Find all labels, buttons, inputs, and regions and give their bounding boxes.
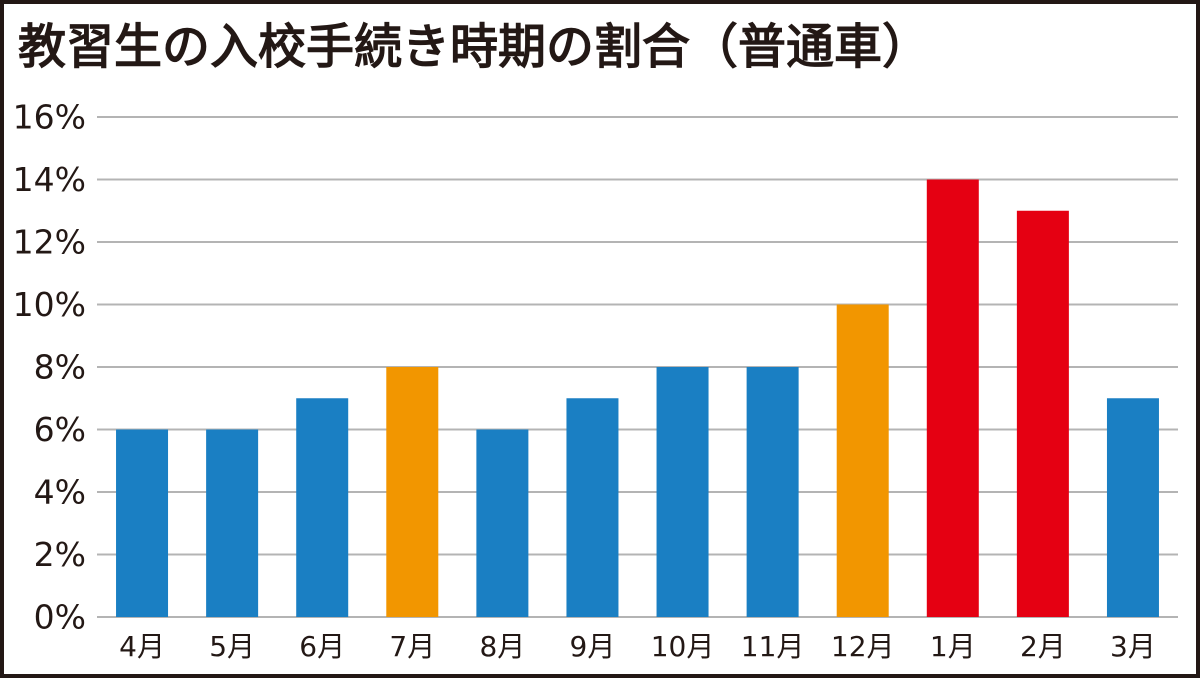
y-tick-label: 16% [13,98,86,137]
y-tick-label: 4% [34,473,86,512]
y-tick-label: 6% [34,410,86,449]
x-tick-label: 6月 [299,630,345,663]
x-tick-label: 8月 [479,630,525,663]
y-tick-label: 2% [34,535,86,574]
x-tick-label: 10月 [651,630,715,663]
x-tick-label: 9月 [570,630,616,663]
chart-title: 教習生の入校手続き時期の割合（普通車） [18,19,930,75]
y-tick-label: 8% [34,348,86,387]
x-tick-label: 11月 [741,630,805,663]
bar [1016,210,1069,617]
bar [566,398,619,617]
x-tick-label: 2月 [1020,630,1066,663]
x-tick-label: 12月 [831,630,895,663]
y-tick-label: 10% [13,285,86,324]
y-tick-label: 14% [13,160,86,199]
bar [746,367,799,617]
x-tick-label: 5月 [209,630,255,663]
x-tick-label: 7月 [389,630,435,663]
x-tick-label: 4月 [119,630,165,663]
bar [296,398,349,617]
x-tick-label: 3月 [1110,630,1156,663]
bar [836,304,889,617]
bar [476,429,529,617]
bar [116,429,169,617]
bar [386,367,439,617]
x-tick-label: 1月 [930,630,976,663]
y-tick-label: 0% [34,598,86,637]
bar [926,179,979,617]
y-tick-label: 12% [13,223,86,262]
bar [206,429,259,617]
bar [1106,398,1159,617]
bar [656,367,709,617]
